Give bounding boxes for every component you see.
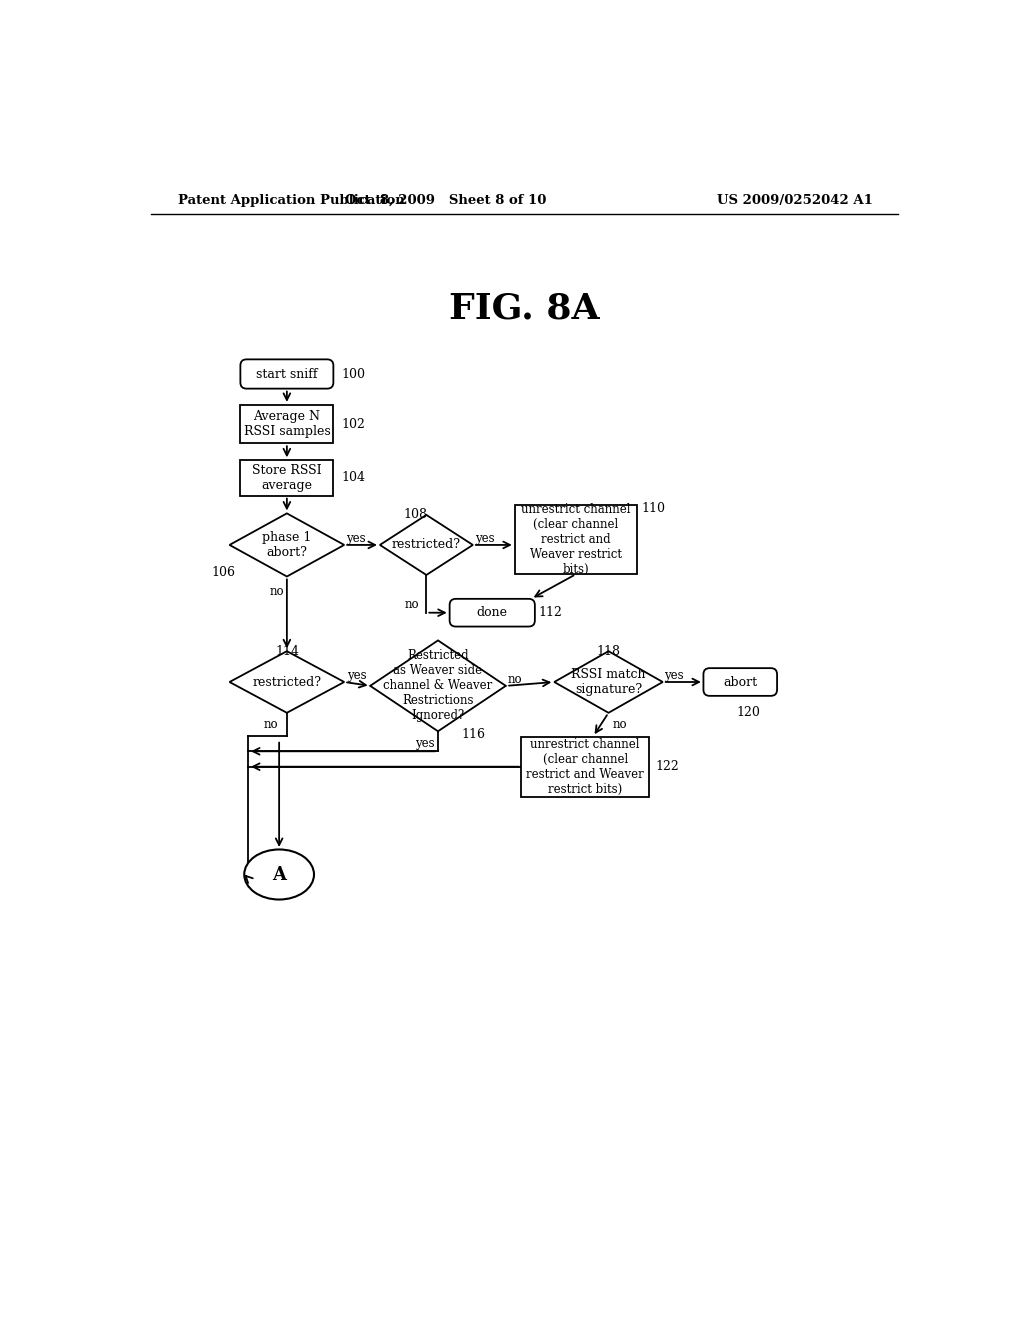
Bar — [521, 737, 649, 797]
Text: yes: yes — [475, 532, 495, 545]
Text: RSSI match
signature?: RSSI match signature? — [571, 668, 646, 696]
Polygon shape — [229, 513, 344, 577]
Text: 102: 102 — [341, 417, 365, 430]
Text: 114: 114 — [275, 644, 299, 657]
Text: restricted?: restricted? — [252, 676, 322, 689]
Text: restricted?: restricted? — [392, 539, 461, 552]
Ellipse shape — [245, 850, 314, 899]
Text: 122: 122 — [655, 760, 679, 774]
Text: yes: yes — [415, 737, 434, 750]
Bar — [241, 405, 334, 444]
Text: unrestrict channel
(clear channel
restrict and Weaver
restrict bits): unrestrict channel (clear channel restri… — [526, 738, 644, 796]
Text: Average N
RSSI samples: Average N RSSI samples — [244, 411, 331, 438]
Text: Oct. 8, 2009   Sheet 8 of 10: Oct. 8, 2009 Sheet 8 of 10 — [345, 194, 547, 207]
Text: Patent Application Publication: Patent Application Publication — [178, 194, 406, 207]
Text: US 2009/0252042 A1: US 2009/0252042 A1 — [717, 194, 872, 207]
Text: no: no — [612, 718, 627, 731]
Polygon shape — [229, 651, 344, 713]
Text: 116: 116 — [461, 727, 485, 741]
Text: done: done — [477, 606, 508, 619]
Text: 104: 104 — [341, 471, 366, 484]
Text: no: no — [263, 718, 279, 731]
Polygon shape — [380, 515, 473, 576]
Text: 108: 108 — [403, 508, 427, 520]
Text: 120: 120 — [736, 706, 760, 719]
Text: abort: abort — [723, 676, 758, 689]
Text: Store RSSI
average: Store RSSI average — [252, 463, 322, 492]
Bar — [515, 506, 637, 574]
Text: Restricted
as Weaver side
channel & Weaver
Restrictions
Ignored?: Restricted as Weaver side channel & Weav… — [383, 649, 493, 722]
Text: 106: 106 — [212, 566, 236, 579]
Text: start sniff: start sniff — [256, 367, 317, 380]
Text: yes: yes — [665, 669, 684, 682]
Text: FIG. 8A: FIG. 8A — [450, 292, 600, 326]
Text: no: no — [404, 598, 419, 611]
Text: unrestrict channel
(clear channel
restrict and
Weaver restrict
bits): unrestrict channel (clear channel restri… — [521, 503, 631, 576]
Text: 100: 100 — [341, 367, 366, 380]
FancyBboxPatch shape — [241, 359, 334, 388]
Polygon shape — [554, 651, 663, 713]
Text: phase 1
abort?: phase 1 abort? — [262, 531, 311, 558]
Text: 110: 110 — [641, 502, 665, 515]
Text: yes: yes — [346, 669, 367, 682]
Text: yes: yes — [346, 532, 366, 545]
Text: no: no — [270, 585, 285, 598]
Bar — [241, 461, 334, 495]
Text: 112: 112 — [539, 606, 562, 619]
Text: no: no — [508, 673, 522, 686]
Text: A: A — [272, 866, 286, 883]
Text: 118: 118 — [597, 644, 621, 657]
FancyBboxPatch shape — [450, 599, 535, 627]
FancyBboxPatch shape — [703, 668, 777, 696]
Polygon shape — [371, 640, 506, 731]
